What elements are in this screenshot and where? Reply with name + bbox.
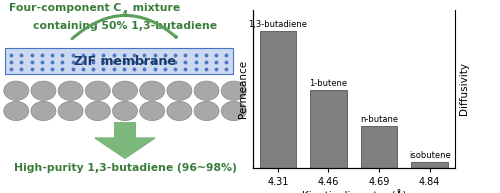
Circle shape (167, 101, 192, 121)
Circle shape (112, 81, 138, 100)
Circle shape (86, 81, 110, 100)
Circle shape (4, 81, 29, 100)
Text: mixture: mixture (129, 3, 180, 13)
Circle shape (194, 101, 219, 121)
Bar (5, 48, 232, 74)
Circle shape (194, 81, 219, 100)
X-axis label: Kinetic diameter (Å): Kinetic diameter (Å) (302, 190, 406, 193)
Y-axis label: Diffusivity: Diffusivity (459, 62, 469, 115)
Circle shape (140, 81, 164, 100)
Bar (114, 122, 136, 138)
Circle shape (86, 101, 110, 121)
Text: 1-butene: 1-butene (310, 80, 348, 88)
Circle shape (140, 101, 164, 121)
Text: High-purity 1,3-butadiene (96~98%): High-purity 1,3-butadiene (96~98%) (14, 163, 236, 173)
FancyArrowPatch shape (72, 15, 176, 39)
Text: n-butane: n-butane (360, 115, 398, 124)
Polygon shape (95, 138, 155, 158)
Text: isobutene: isobutene (409, 151, 451, 160)
Text: Four-component C: Four-component C (9, 3, 121, 13)
Bar (412, 162, 448, 168)
Text: ZIF membrane: ZIF membrane (74, 55, 176, 68)
Text: containing 50% 1,3-butadiene: containing 50% 1,3-butadiene (33, 21, 217, 31)
Circle shape (58, 101, 83, 121)
Circle shape (31, 81, 56, 100)
Circle shape (4, 101, 29, 121)
Bar (310, 90, 346, 168)
Circle shape (58, 81, 83, 100)
Bar (260, 30, 296, 168)
Circle shape (221, 81, 246, 100)
Circle shape (31, 101, 56, 121)
Text: 1,3-butadiene: 1,3-butadiene (248, 20, 308, 29)
Text: 4: 4 (121, 10, 127, 19)
Y-axis label: Permeance: Permeance (238, 60, 248, 118)
Circle shape (221, 101, 246, 121)
Bar (361, 126, 398, 168)
Circle shape (112, 101, 138, 121)
Circle shape (167, 81, 192, 100)
